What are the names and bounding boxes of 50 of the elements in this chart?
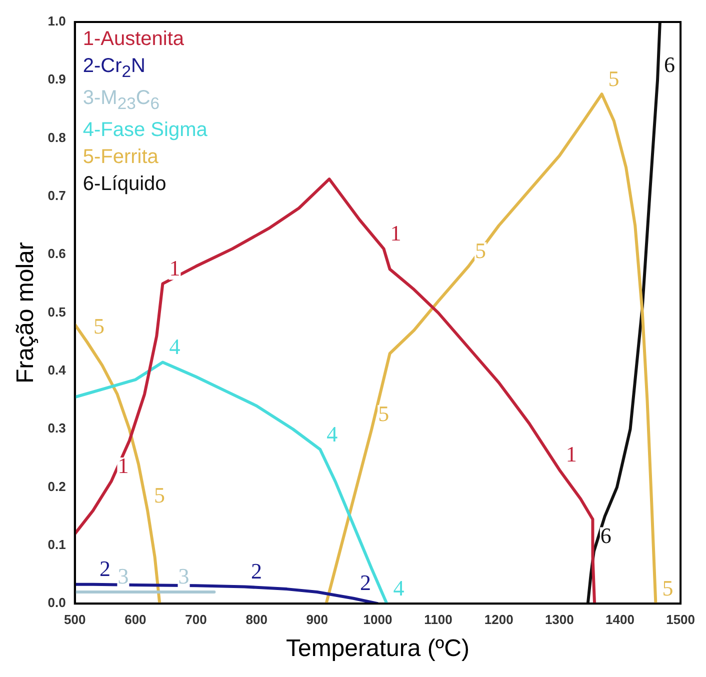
text: 2-Cr$_{2}$N <box>82 54 146 83</box>
annotation: 4 <box>393 575 404 600</box>
x-tick-label: 700 <box>185 612 207 627</box>
x-tick-label: 1200 <box>484 612 514 627</box>
annotation: 4 <box>326 421 338 446</box>
x-tick-label: 800 <box>246 612 268 627</box>
x-tick-label: 900 <box>306 612 328 627</box>
annotation: 3 <box>118 564 129 589</box>
x-tick-label: 1400 <box>606 612 634 627</box>
annotation: 2 <box>250 558 262 584</box>
annotation: 6 <box>600 523 612 548</box>
x-tick-label: 1000 <box>363 612 392 627</box>
text: 4-Fase Sigma <box>82 118 208 143</box>
annotation: 1 <box>390 220 402 246</box>
x-tick-label: 500 <box>64 612 86 627</box>
annotation: 6 <box>664 52 676 77</box>
annotation: 5 <box>475 238 486 264</box>
y-axis-title: Fração molar <box>12 242 40 384</box>
y-tick-label: 0.1 <box>48 537 66 552</box>
y-tick-label: 0.5 <box>48 304 66 320</box>
annotation: 5 <box>378 400 390 426</box>
annotation: 2 <box>100 556 111 582</box>
annotation: 2 <box>360 570 371 596</box>
annotation: 1 <box>118 453 129 478</box>
y-tick-label: 0.8 <box>48 130 66 145</box>
text: 3-M$_{23}$C$_{6}$ <box>82 86 161 115</box>
annotation: 5 <box>93 314 104 339</box>
annotation: 3 <box>178 564 190 589</box>
annotation: 5 <box>662 575 674 600</box>
annotation: 5 <box>608 66 620 91</box>
annotation: 5 <box>154 482 166 508</box>
x-tick-label: 600 <box>124 612 146 627</box>
annotation: 1 <box>169 256 180 280</box>
x-tick-label: 1300 <box>544 612 574 627</box>
annotation: 4 <box>169 334 180 360</box>
y-tick-label: 0.0 <box>48 595 66 610</box>
text: 5-Ferrita <box>82 145 160 170</box>
annotation: 1 <box>566 442 577 467</box>
y-tick-label: 0.2 <box>48 478 66 494</box>
y-tick-label: 1.0 <box>48 14 66 29</box>
x-tick-label: 1100 <box>424 612 452 627</box>
text: 1-Austenita <box>82 27 186 52</box>
y-tick-label: 0.6 <box>48 246 66 262</box>
y-tick-label: 0.4 <box>48 362 67 378</box>
x-axis-title: Temperatura (ºC) <box>286 635 470 662</box>
y-tick-label: 0.3 <box>48 420 66 436</box>
text: 6-Líquido <box>82 172 168 197</box>
y-tick-label: 0.7 <box>48 188 66 204</box>
y-tick-label: 0.9 <box>48 72 66 87</box>
x-tick-label: 1500 <box>666 612 695 627</box>
